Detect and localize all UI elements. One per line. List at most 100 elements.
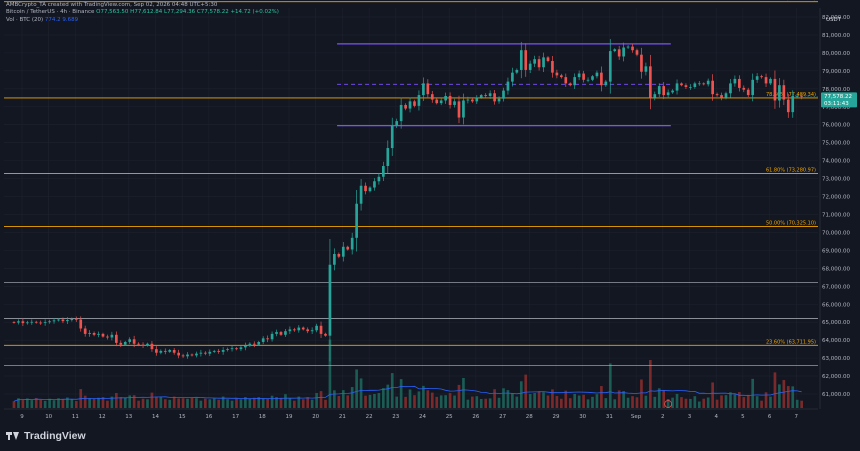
candle-body: [346, 246, 350, 250]
candle-body: [395, 121, 399, 126]
candle-body: [502, 90, 505, 99]
volume-bar: [711, 382, 714, 408]
volume-bar: [448, 393, 452, 408]
volume-bar: [377, 393, 381, 408]
candle-body: [430, 94, 434, 100]
x-tick-label: 29: [553, 414, 560, 420]
volume-bar: [355, 369, 358, 408]
volume-bar: [92, 398, 96, 408]
volume-bar: [190, 397, 194, 408]
volume-bar: [640, 379, 643, 408]
candlesticks: [12, 39, 803, 362]
volume-legend: Vol · BTC (20) 774.2 9.689: [6, 17, 78, 23]
x-tick-label: Sep: [631, 414, 642, 420]
volume-bar: [800, 400, 803, 408]
candle-body: [57, 319, 60, 321]
y-tick-label: 82,000.00: [822, 15, 850, 21]
price-tag: [821, 92, 857, 108]
volume-bar: [359, 378, 363, 408]
volume-label: Vol · BTC (20): [6, 17, 44, 23]
volume-bar: [284, 394, 287, 408]
candle-body: [675, 83, 679, 91]
time-axis[interactable]: 9 10 11 12 13 14 15 16 17 18 19 20 21 22 23 24 25 26 27 28 2…: [20, 414, 798, 420]
candle-body: [235, 348, 238, 350]
candle-body: [52, 320, 56, 322]
volume-bar: [346, 395, 350, 408]
candle-body: [150, 343, 154, 350]
candle-body: [666, 92, 670, 96]
candle-body: [733, 78, 737, 84]
candle-body: [212, 350, 216, 352]
volume-bar: [600, 386, 603, 408]
candle-body: [137, 343, 140, 345]
candle-body: [644, 66, 648, 72]
volume-bar: [608, 363, 612, 408]
candle-body: [248, 343, 252, 346]
volume-bar: [244, 397, 247, 408]
candle-body: [462, 100, 465, 118]
volume-bar: [595, 394, 599, 408]
volume-bar: [288, 398, 292, 408]
currency-label[interactable]: USDT: [826, 17, 842, 23]
ticker-line: Bitcoin / TetherUS · 4h · Binance O77,56…: [6, 9, 279, 15]
candle-body: [257, 341, 261, 345]
volume-bar: [680, 397, 683, 408]
candle-body: [417, 95, 421, 106]
volume-bar: [132, 395, 136, 408]
candle-body: [74, 318, 78, 320]
candle-body: [537, 59, 541, 68]
volume-bar: [252, 397, 256, 408]
x-tick-label: 11: [72, 414, 79, 420]
volume-bar: [613, 399, 617, 408]
price-axis[interactable]: 61,000.00 62,000.00 63,000.00 64,000.00 65,0…: [822, 15, 850, 398]
candle-body: [444, 95, 447, 101]
candle-body: [70, 318, 74, 321]
volume-bar: [208, 399, 212, 408]
candle-body: [635, 50, 639, 55]
volume-bar: [217, 399, 221, 408]
x-tick-label: 24: [419, 414, 426, 420]
volume-bar: [457, 384, 461, 408]
y-tick-label: 66,000.00: [822, 302, 850, 308]
candle-body: [715, 94, 719, 96]
candle-body: [172, 350, 176, 353]
volume-bar: [653, 396, 657, 408]
volume-bar: [186, 398, 189, 408]
volume-bar: [70, 399, 74, 408]
candle-body: [657, 86, 661, 95]
x-tick-label: 6: [768, 414, 772, 420]
volume-bar: [506, 390, 510, 408]
volume-value: 774.2 9.689: [44, 17, 79, 23]
candle-body: [377, 176, 381, 182]
fib-label: 61.80% (73,280.97): [766, 168, 816, 174]
candle-body: [284, 331, 287, 335]
x-tick-label: 27: [499, 414, 506, 420]
volume-bar: [34, 397, 38, 408]
volume-bar: [115, 392, 118, 408]
x-tick-label: 20: [312, 414, 319, 420]
candle-body: [66, 320, 69, 322]
candle-body: [359, 185, 363, 204]
volume-bar: [444, 395, 447, 408]
candle-body: [123, 341, 127, 345]
price-tag-countdown: 03:11:43: [824, 101, 849, 107]
y-tick-label: 65,000.00: [822, 320, 850, 326]
volume-bar: [83, 395, 87, 408]
candle-body: [497, 98, 501, 102]
volume-bar: [310, 399, 314, 408]
candle-body: [186, 354, 189, 357]
x-tick-label: 3: [688, 414, 692, 420]
volume-bar: [110, 396, 114, 408]
candle-body: [479, 95, 483, 98]
candle-body: [711, 80, 714, 95]
volume-bar: [791, 386, 795, 408]
candle-body: [439, 100, 443, 104]
candle-body: [555, 72, 559, 76]
candle-body: [293, 329, 296, 331]
candle-body: [426, 83, 430, 95]
volume-bar: [257, 397, 261, 408]
volume-bar: [697, 401, 701, 408]
candle-body: [382, 166, 385, 177]
